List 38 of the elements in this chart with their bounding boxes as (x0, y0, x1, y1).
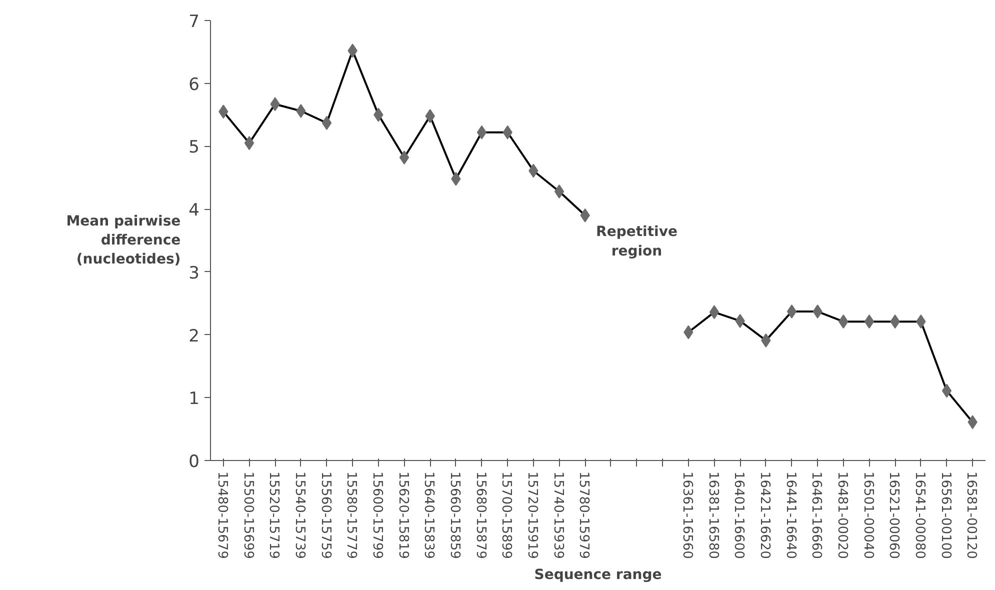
y-tick-label: 2 (188, 326, 200, 346)
x-tick-label: 15520-15719 (266, 472, 282, 559)
y-tick-label: 4 (188, 200, 200, 221)
x-tick-label: 15780-15979 (576, 472, 592, 559)
y-tick-label: 1 (188, 389, 200, 410)
x-tick-label: 15540-15739 (292, 472, 307, 559)
x-tick-label: 15660-15859 (446, 472, 462, 559)
x-tick-label: 16561-00100 (938, 472, 953, 559)
x-tick-label: 15580-15779 (344, 472, 359, 559)
x-tick-label: 16581-00120 (964, 472, 979, 559)
x-tick-label: 16461-16660 (808, 472, 824, 559)
y-tick-label: 6 (188, 74, 200, 95)
x-tick-label: 15480-15679 (214, 472, 230, 559)
x-tick-label: 16401-16600 (731, 472, 746, 559)
x-tick-label: 15680-15879 (472, 472, 488, 559)
x-tick-label: 15700-15899 (498, 472, 514, 559)
x-tick-label: 15500-15699 (240, 472, 256, 559)
x-tick-label: 16541-00080 (912, 472, 927, 559)
y-axis-title: Mean pairwise difference (nucleotides) (66, 213, 181, 268)
y-tick-label: 7 (188, 12, 200, 32)
y-tick-label: 5 (188, 138, 200, 158)
x-tick-label: 15740-15939 (550, 472, 566, 559)
x-tick-label: 16381-16580 (705, 472, 720, 559)
x-tick-label: 15560-15759 (318, 472, 333, 559)
x-tick-label: 16481-00020 (834, 472, 850, 559)
y-tick-label: 3 (188, 263, 200, 284)
x-tick-label: 16421-16620 (756, 472, 772, 559)
annotation: Repetitive region (596, 224, 678, 260)
x-tick-label: 16361-16560 (679, 472, 694, 559)
x-tick-label: 16501-00040 (860, 472, 876, 559)
x-tick-label: 15720-15919 (524, 472, 540, 559)
y-tick-label: 0 (188, 452, 200, 472)
x-tick-label: 16441-16640 (782, 472, 798, 559)
x-tick-label: 15600-15799 (369, 472, 384, 559)
x-axis-title: Sequence range (534, 566, 662, 583)
x-tick-label: 15620-15819 (395, 472, 410, 559)
x-tick-label: 16521-00060 (886, 472, 902, 559)
x-tick-label: 15640-15839 (421, 472, 436, 559)
